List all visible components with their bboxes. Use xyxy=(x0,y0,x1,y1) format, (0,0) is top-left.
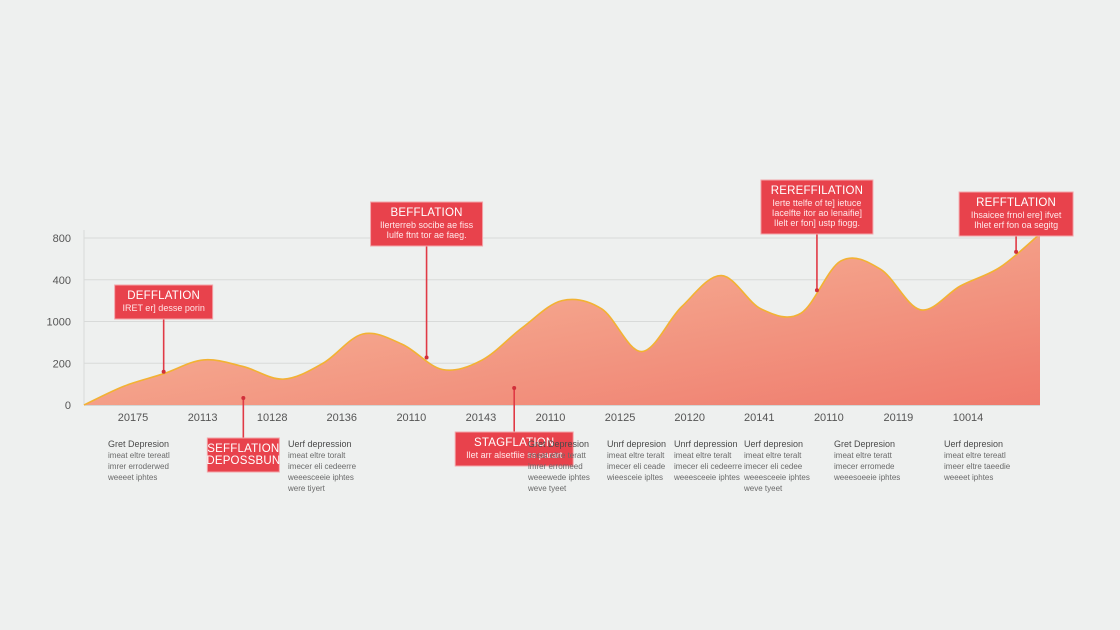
callout-text: Iulfe ftnt tor ae faeg. xyxy=(387,230,467,240)
callout-box xyxy=(454,431,574,467)
note-line: imeat eltre teralt xyxy=(674,451,732,460)
x-tick-label: 20110 xyxy=(536,412,566,424)
x-tick-label: 10128 xyxy=(257,412,288,424)
callout-text: Ilelt er fon] ustp fiogg. xyxy=(774,218,860,228)
callout-box xyxy=(114,284,214,320)
x-tick-label: 20136 xyxy=(326,412,357,424)
note-title: Gret Depresion xyxy=(108,439,169,449)
callout-title: REREFFILATION xyxy=(771,185,863,197)
note-line: imecer eli cedeerre xyxy=(674,462,743,471)
callout-text: Ilerterreb socibe ae fiss xyxy=(380,220,474,230)
series-line xyxy=(83,233,1041,406)
area-fill xyxy=(84,233,1040,405)
note-line: were tiyert xyxy=(287,484,326,493)
area-series xyxy=(83,233,1041,406)
note-line: weve tyeet xyxy=(743,484,783,493)
note-line: imeer eltre taeedie xyxy=(944,462,1011,471)
callout-text: Ihlet erf fon oa segitg xyxy=(974,220,1058,230)
callout-text: Ierte ttelfe of te] ietuce xyxy=(772,198,861,208)
callout-box xyxy=(958,191,1074,237)
callout-box xyxy=(370,201,484,247)
x-tick-label: 10014 xyxy=(953,412,984,424)
callout-box xyxy=(760,179,874,235)
x-tick-label: 20141 xyxy=(744,412,775,424)
note-line: imecer eli ceade xyxy=(607,462,666,471)
callout-marker xyxy=(161,369,166,374)
callout-text: Ihsaicee frnol ere] ifvet xyxy=(971,210,1062,220)
note-line: weeewede iphtes xyxy=(527,473,590,482)
note-line: imecer eli cedee xyxy=(744,462,803,471)
callout-text: Iacelfte itor ao lenaifie] xyxy=(772,208,862,218)
callout-marker xyxy=(424,355,429,360)
callout-title: DEFFLATION xyxy=(127,290,200,302)
callout-title: SEFFLATION xyxy=(207,443,279,455)
note-line: weeeet iphtes xyxy=(943,473,993,482)
note-line: weeesoeeie iphtes xyxy=(833,473,900,482)
callout-text: IRET er] desse porin xyxy=(122,303,204,313)
x-tick-label: 20120 xyxy=(674,412,705,424)
y-tick-label: 1000 xyxy=(47,317,71,329)
callout-text: Ilet arr alsetfiie ss parart xyxy=(466,450,563,460)
x-tick-label: 20110 xyxy=(396,412,426,424)
note-title: Uerf depresion xyxy=(944,439,1003,449)
note-title: Uerf depresion xyxy=(744,439,803,449)
note-line: weeeet iphtes xyxy=(107,473,157,482)
note-line: imeat eltre teratt xyxy=(528,451,587,460)
note-line: imeat eltre tereatl xyxy=(108,451,170,460)
note-line: imecer eli cedeerre xyxy=(288,462,357,471)
note-title: Unrf depression xyxy=(674,439,738,449)
note-line: imeat eltre toralt xyxy=(288,451,346,460)
note-line: weeesceeie iphtes xyxy=(287,473,354,482)
callout-title: STAGFLATION xyxy=(474,437,554,449)
x-axis: 20175 20113 10128 20136 20110 20143 20110 20125… xyxy=(118,412,984,424)
note-title: Gret Depresion xyxy=(528,439,589,449)
note-line: imecer erromede xyxy=(834,462,895,471)
y-axis: 0 200 1000 400 800 xyxy=(47,233,71,412)
x-tick-label: 20175 xyxy=(118,412,149,424)
callout-text: DEPOSSBUN xyxy=(206,455,280,467)
note-line: imrer erromeed xyxy=(528,462,583,471)
x-tick-label: 20113 xyxy=(188,412,218,424)
note-line: imeat eltre tereatl xyxy=(944,451,1006,460)
x-tick-label: 20125 xyxy=(605,412,636,424)
notes: Gret Depresion imeat eltre tereatl imrer e… xyxy=(107,439,1011,493)
note-line: imeat eltre teralt xyxy=(607,451,665,460)
note-line: weeesceeie iphtes xyxy=(673,473,740,482)
note-title: Unrf depresion xyxy=(607,439,666,449)
y-tick-label: 400 xyxy=(53,275,71,287)
callout-marker xyxy=(1014,249,1019,254)
x-tick-label: 20143 xyxy=(466,412,497,424)
callout-marker xyxy=(241,396,246,400)
callout-marker xyxy=(512,386,517,390)
callout-title: BEFFLATION xyxy=(391,207,463,219)
callout-marker xyxy=(814,288,819,293)
note-title: Uerf depression xyxy=(288,439,352,449)
callout-box xyxy=(206,437,280,473)
y-tick-label: 0 xyxy=(65,400,71,412)
note-line: imrer erroderwed xyxy=(108,462,169,471)
y-tick-label: 800 xyxy=(53,233,71,245)
note-line: weeesceeie iphtes xyxy=(743,473,810,482)
note-line: imeat eltre teralt xyxy=(744,451,802,460)
note-line: weve tyeet xyxy=(527,484,567,493)
callout-title: REFFTLATION xyxy=(976,197,1056,209)
x-tick-label: 20119 xyxy=(884,412,914,424)
y-tick-label: 200 xyxy=(53,358,71,370)
x-tick-label: 20110 xyxy=(814,412,844,424)
note-title: Gret Depresion xyxy=(834,439,895,449)
note-line: imeat eltre teratt xyxy=(834,451,893,460)
note-line: wieesceie ipltes xyxy=(606,473,663,482)
